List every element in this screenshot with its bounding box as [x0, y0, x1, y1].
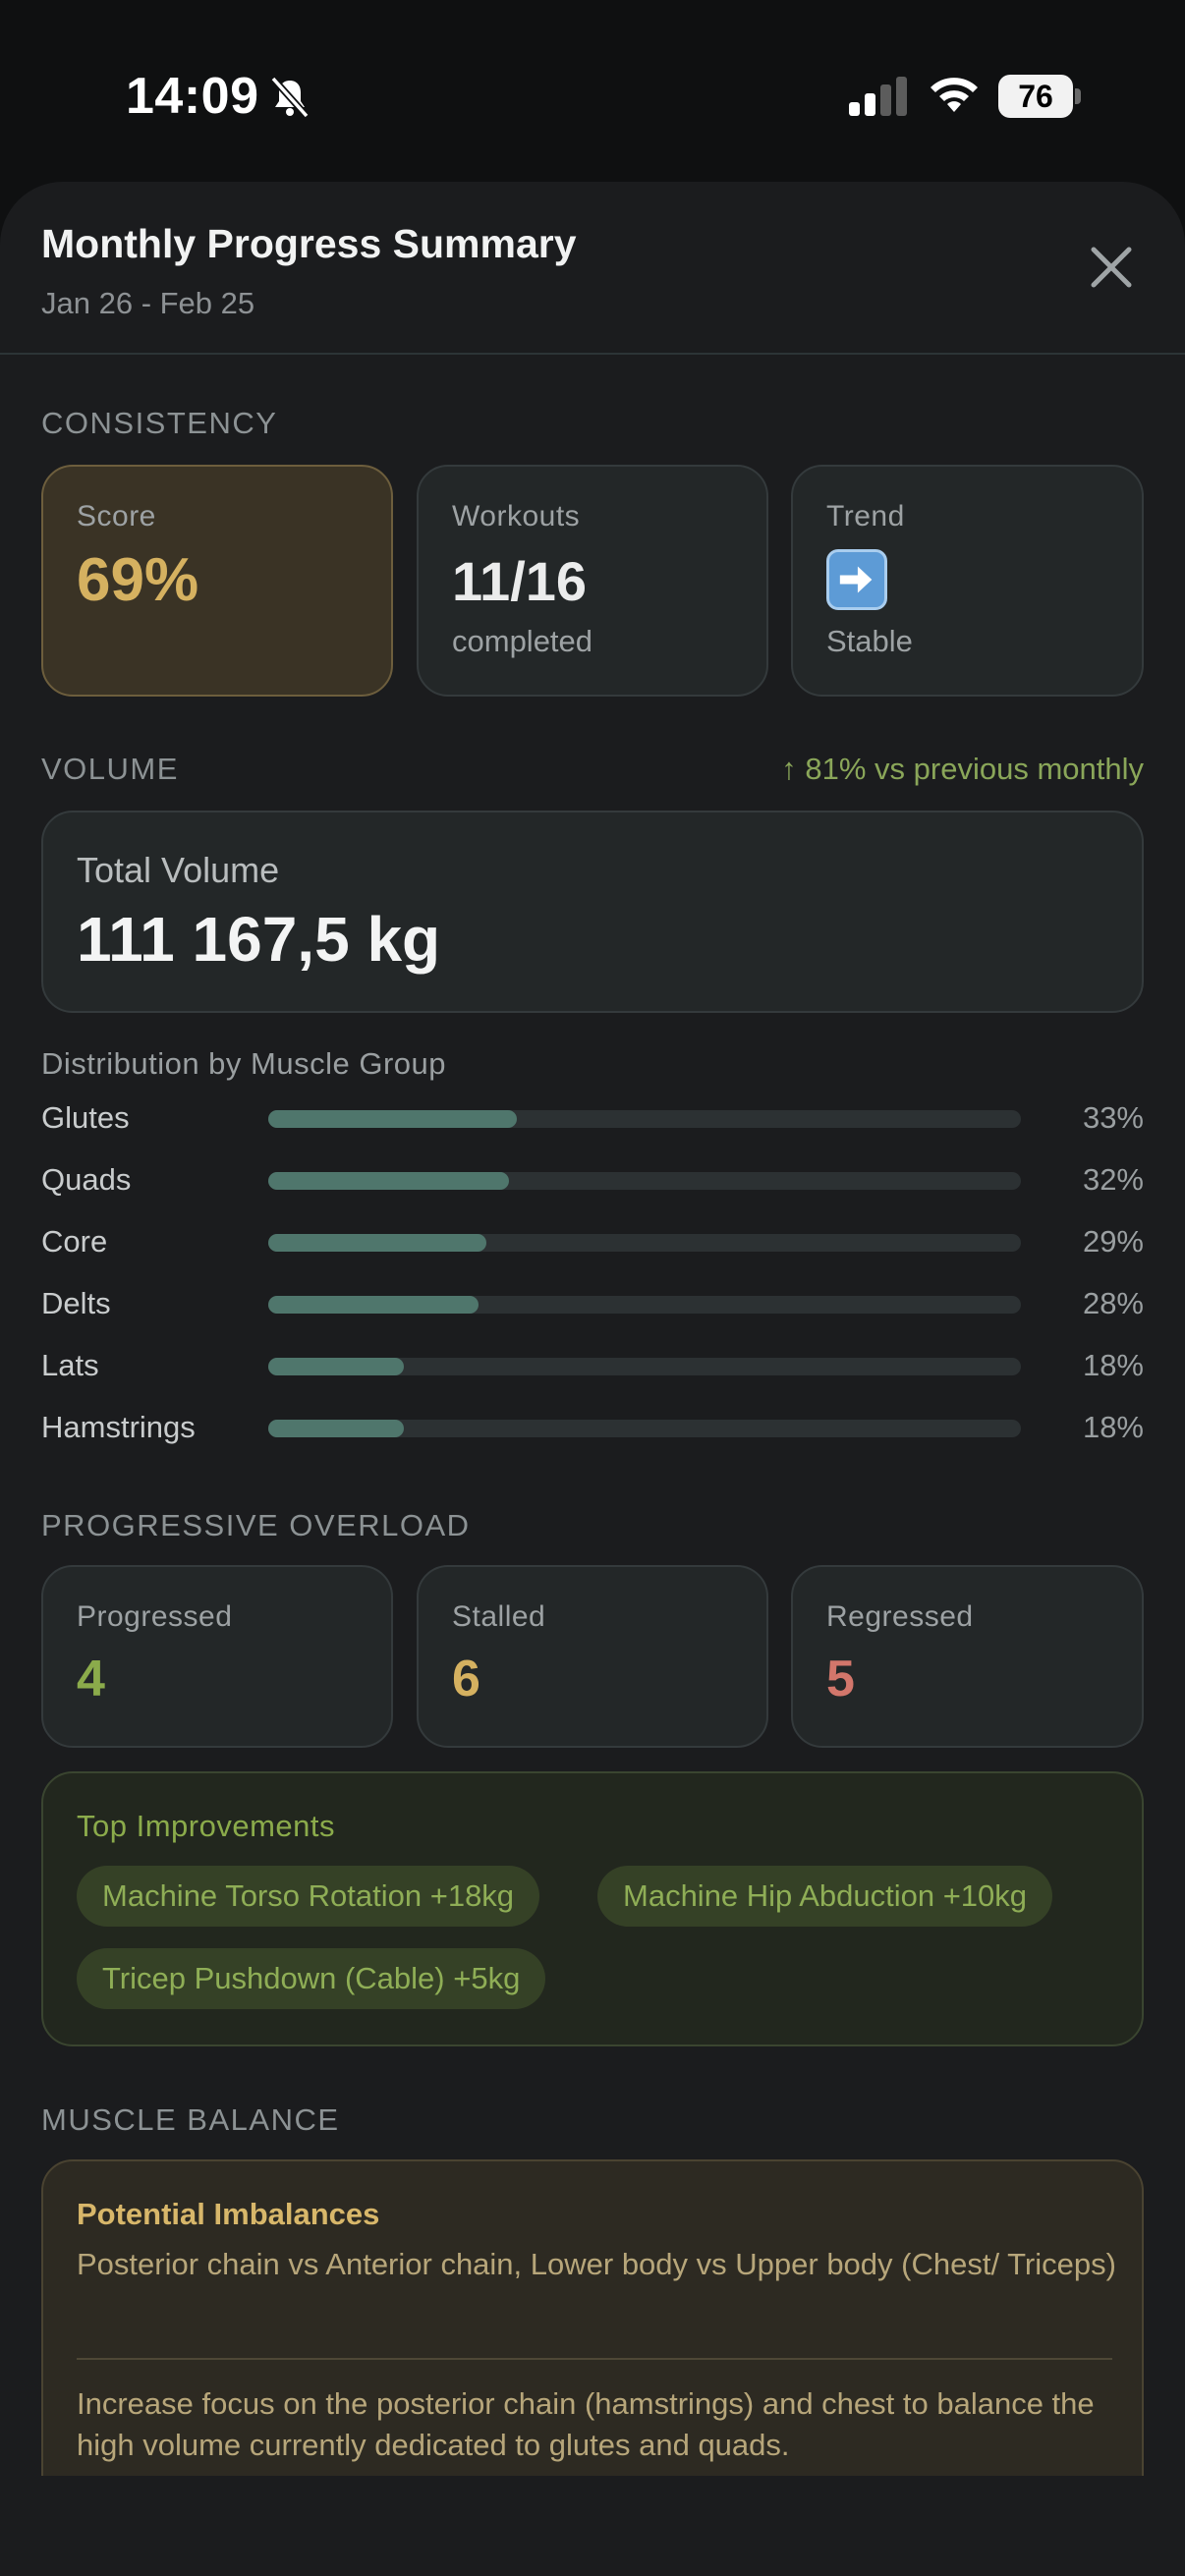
- stalled-value: 6: [452, 1651, 480, 1708]
- workouts-sub: completed: [452, 624, 593, 658]
- muscle-name: Lats: [41, 1348, 99, 1382]
- improvement-chip: Tricep Pushdown (Cable) +5kg: [77, 1948, 546, 2009]
- regressed-label: Regressed: [826, 1600, 974, 1633]
- muscle-bar-track: [268, 1110, 1021, 1128]
- trend-label: Trend: [826, 500, 905, 532]
- muscle-name: Core: [41, 1224, 108, 1259]
- total-volume-label: Total Volume: [77, 850, 280, 890]
- muscle-bar-row: Hamstrings 18%: [41, 1408, 1144, 1447]
- imbalances-card: Potential Imbalances Posterior chain vs …: [41, 2159, 1144, 2481]
- muscle-bar-fill: [268, 1172, 509, 1190]
- muscle-bar-fill: [268, 1420, 404, 1437]
- section-consistency-label: CONSISTENCY: [41, 406, 278, 440]
- status-time: 14:09: [126, 68, 259, 125]
- muscle-percent: 33%: [1082, 1100, 1144, 1135]
- workouts-label: Workouts: [452, 500, 581, 532]
- muscle-bar-track: [268, 1172, 1021, 1190]
- progressed-label: Progressed: [77, 1600, 233, 1633]
- regressed-card: Regressed 5: [791, 1565, 1144, 1748]
- muscle-bar-row: Core 29%: [41, 1222, 1144, 1261]
- score-value: 69%: [77, 546, 199, 614]
- section-balance-label: MUSCLE BALANCE: [41, 2102, 340, 2137]
- regressed-value: 5: [826, 1651, 855, 1708]
- muscle-name: Glutes: [41, 1100, 130, 1135]
- muscle-name: Hamstrings: [41, 1410, 196, 1444]
- imbalances-text: Posterior chain vs Anterior chain, Lower…: [77, 2247, 1116, 2281]
- battery-level: 76: [1018, 79, 1053, 114]
- improvement-chip: Machine Torso Rotation +18kg: [77, 1866, 540, 1927]
- section-volume-label: VOLUME: [41, 752, 179, 786]
- divider: [77, 2358, 1112, 2360]
- total-volume-value: 111 167,5 kg: [77, 904, 441, 975]
- muscle-percent: 18%: [1082, 1410, 1144, 1444]
- improvement-chip: Machine Hip Abduction +10kg: [597, 1866, 1053, 1927]
- muscle-bar-row: Glutes 33%: [41, 1098, 1144, 1138]
- top-improvements-card: Top Improvements Machine Torso Rotation …: [41, 1771, 1144, 2046]
- muscle-percent: 32%: [1082, 1162, 1144, 1197]
- muscle-bar-fill: [268, 1234, 486, 1252]
- battery-indicator: 76: [998, 75, 1081, 118]
- muscle-bar-track: [268, 1358, 1021, 1375]
- progressed-value: 4: [77, 1651, 105, 1708]
- muscle-percent: 29%: [1082, 1224, 1144, 1259]
- muscle-bar-fill: [268, 1296, 479, 1314]
- top-improvements-title: Top Improvements: [77, 1809, 335, 1843]
- muscle-bar-track: [268, 1234, 1021, 1252]
- wifi-icon: [931, 78, 978, 112]
- volume-change: ↑ 81% vs previous monthly: [781, 752, 1144, 786]
- sheet-title: Monthly Progress Summary: [41, 221, 577, 266]
- trend-card: Trend Stable: [791, 465, 1144, 697]
- status-bar: 14:09 76: [0, 0, 1185, 187]
- imbalances-title: Potential Imbalances: [77, 2197, 380, 2231]
- progress-summary-sheet: Monthly Progress Summary Jan 26 - Feb 25…: [0, 182, 1185, 2481]
- score-label: Score: [77, 500, 156, 532]
- imbalances-advice: Increase focus on the posterior chain (h…: [77, 2386, 1095, 2462]
- muscle-bar-fill: [268, 1358, 404, 1375]
- muscle-name: Delts: [41, 1286, 111, 1320]
- progressed-card: Progressed 4: [41, 1565, 393, 1748]
- sheet-header: Monthly Progress Summary Jan 26 - Feb 25: [0, 182, 1185, 355]
- cellular-signal-icon: [849, 77, 907, 116]
- workouts-card: Workouts 11/16 completed: [417, 465, 768, 697]
- muscle-bar-row: Quads 32%: [41, 1160, 1144, 1200]
- stalled-card: Stalled 6: [417, 1565, 768, 1748]
- score-card: Score 69%: [41, 465, 393, 697]
- silent-bell-icon: [270, 76, 310, 119]
- distribution-title: Distribution by Muscle Group: [41, 1046, 446, 1081]
- muscle-bar-fill: [268, 1110, 517, 1128]
- muscle-percent: 18%: [1082, 1348, 1144, 1382]
- muscle-bar-track: [268, 1420, 1021, 1437]
- date-range: Jan 26 - Feb 25: [41, 286, 255, 320]
- muscle-name: Quads: [41, 1162, 132, 1197]
- total-volume-card: Total Volume 111 167,5 kg: [41, 811, 1144, 1013]
- home-indicator-area: [0, 2476, 1185, 2576]
- muscle-bar-track: [268, 1296, 1021, 1314]
- muscle-percent: 28%: [1082, 1286, 1144, 1320]
- trend-sub: Stable: [826, 624, 913, 658]
- workouts-value: 11/16: [452, 550, 588, 612]
- right-arrow-icon: [826, 549, 887, 610]
- muscle-bar-row: Lats 18%: [41, 1346, 1144, 1385]
- section-overload-label: PROGRESSIVE OVERLOAD: [41, 1508, 471, 1542]
- stalled-label: Stalled: [452, 1600, 546, 1633]
- close-icon[interactable]: [1081, 237, 1142, 298]
- muscle-bar-row: Delts 28%: [41, 1284, 1144, 1323]
